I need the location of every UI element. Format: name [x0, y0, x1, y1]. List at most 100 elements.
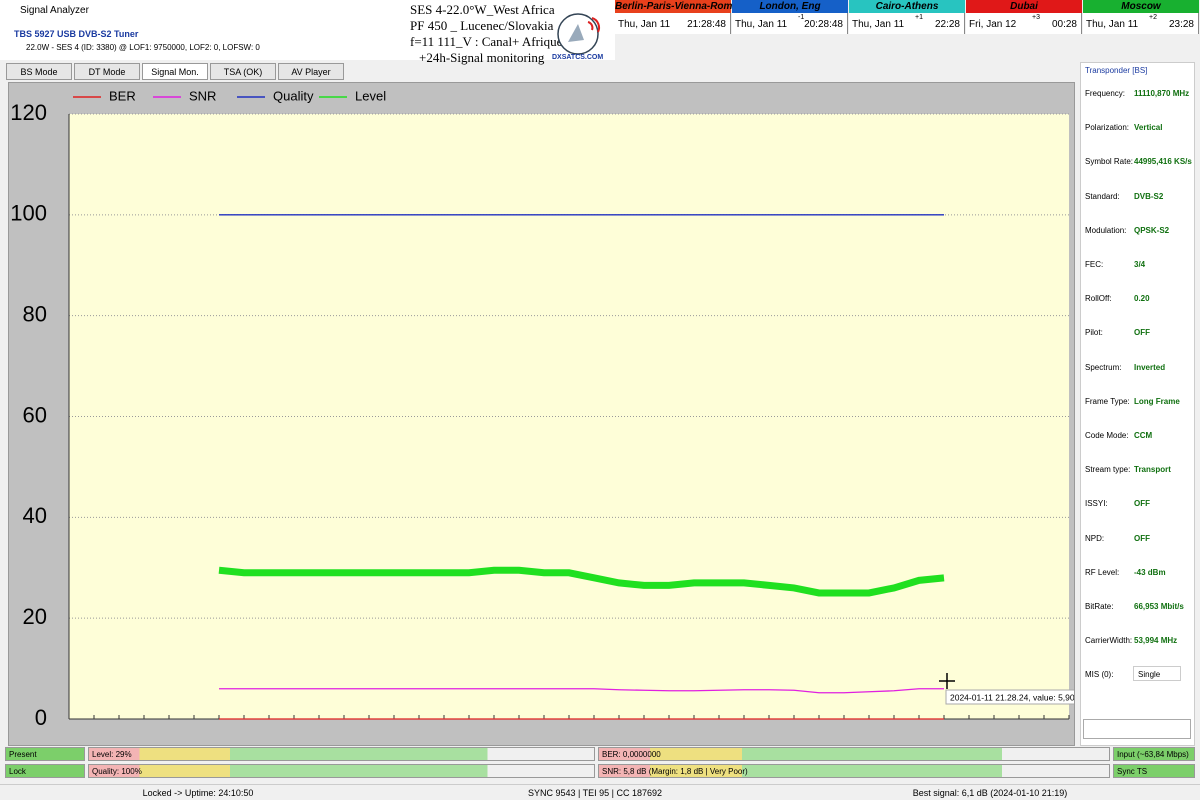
y-tick-label: 100: [10, 201, 47, 226]
tooltip-box: [945, 689, 1074, 705]
field-label: Pilot:: [1085, 328, 1103, 338]
field-value: 3/4: [1134, 260, 1146, 269]
y-tick-label: 40: [23, 503, 47, 528]
clock-time: 20:28:48: [804, 19, 843, 30]
field-value: -43 dBm: [1134, 567, 1166, 577]
field-value: Transport: [1134, 465, 1171, 475]
field-value: OFF: [1134, 533, 1150, 543]
clock: Berlin-Paris-Vienna-Roma Thu, Jan 11 21:28…: [615, 0, 738, 34]
field-value: QPSK-S2: [1134, 225, 1170, 235]
crosshair: [939, 673, 955, 689]
legend-label: SNR: [189, 88, 216, 103]
field-value: 66,953 Mbit/s: [1134, 602, 1184, 611]
footer-text: Locked -> Uptime: 24:10:50: [142, 788, 254, 798]
clock: London, Eng Thu, Jan 11 20:28:48 -1: [732, 0, 848, 34]
field-value: OFF: [1134, 499, 1150, 509]
field-label: MIS (0):: [1085, 670, 1114, 680]
y-tick-label: 0: [35, 705, 47, 730]
clock-day: Thu, Jan 11: [852, 19, 905, 30]
panel-title: Transponder [BS]: [1085, 66, 1148, 75]
transponder-panel: Transponder [BS] Frequency: 11110,870 MHz P…: [1080, 62, 1195, 746]
y-tick-label: 120: [10, 100, 47, 125]
overlay-line: +24h-Signal monitoring: [419, 50, 545, 65]
field-label: Spectrum:: [1085, 362, 1122, 372]
tab[interactable]: DT Mode: [74, 63, 140, 80]
legend-label: Level: [355, 88, 386, 103]
chart-panel: 0 20 40 60 80 100 120 BER SNR Quality Level 2024-01…: [8, 82, 1075, 746]
clock-city: Cairo-Athens: [849, 0, 965, 13]
field-label: Modulation:: [1085, 225, 1127, 235]
field-value: 44995,416 KS/s: [1134, 157, 1192, 167]
field-value: OFF: [1134, 328, 1150, 338]
field-label: Frame Type:: [1085, 396, 1130, 406]
field-value: DVB-S2: [1134, 191, 1164, 201]
clock-offset: +2: [1149, 14, 1157, 21]
status-indicator: Input (~63,84 Mbps): [1113, 747, 1195, 761]
clock: Moscow Thu, Jan 11 23:28 +2: [1083, 0, 1199, 34]
series-line: [218, 566, 945, 597]
field-label: RollOff:: [1085, 294, 1112, 304]
overlay-line: PF 450 _ Lucenec/Slovakia: [410, 18, 554, 33]
field-label: FEC:: [1085, 260, 1104, 269]
clock-time: 21:28:48: [687, 19, 726, 30]
status-meter: Level: 29%: [88, 747, 595, 761]
window-title: Signal Analyzer: [20, 5, 89, 16]
field-label: Stream type:: [1085, 465, 1131, 475]
clock-time: 23:28: [1168, 19, 1194, 30]
field-label: Standard:: [1085, 191, 1120, 201]
chart: 0 20 40 60 80 100 120 BER SNR Quality Level 2024-01…: [10, 88, 1074, 730]
clock-day: Thu, Jan 11: [618, 19, 671, 30]
clock-city: London, Eng: [732, 0, 848, 13]
clock-city: Moscow: [1083, 0, 1199, 13]
tooltip-text: 2024-01-11 21.28.24, value: 5,9000000953…: [950, 692, 1074, 702]
clock-day: Thu, Jan 11: [735, 19, 788, 30]
legend-label: BER: [109, 88, 136, 103]
clock-offset: +3: [1032, 14, 1040, 21]
field-label: ISSYI:: [1085, 499, 1108, 509]
world-clocks: Berlin-Paris-Vienna-Roma Thu, Jan 11 21:28…: [615, 0, 1200, 34]
field-label: Frequency:: [1085, 89, 1126, 98]
clock-offset: -1: [798, 14, 805, 21]
logo-graphic: [557, 13, 601, 55]
field-label: CarrierWidth:: [1085, 636, 1133, 646]
y-tick-label: 60: [23, 402, 47, 427]
clock-day: Fri, Jan 12: [969, 19, 1017, 30]
clock-time: 00:28: [1051, 19, 1077, 30]
y-tick-label: 80: [23, 301, 47, 326]
status-indicator: Present: [5, 747, 85, 761]
title-bar: Signal Analyzer: [0, 0, 615, 22]
field-value: CCM: [1134, 431, 1153, 440]
status-meter: Quality: 100%: [88, 764, 595, 778]
field-label: NPD:: [1085, 533, 1105, 543]
dropdown[interactable]: Single: [1133, 666, 1181, 682]
tab[interactable]: BS Mode: [6, 63, 72, 80]
status-meter: BER: 0,0000000: [598, 747, 1110, 761]
clock-city: Dubai: [966, 0, 1082, 13]
tab[interactable]: AV Player: [278, 63, 344, 80]
field-label: Code Mode:: [1085, 431, 1129, 440]
logo: DXSATCS.COM: [552, 12, 608, 64]
status-bars: Present Level: 29% BER: 0,0000000 Input (~6…: [0, 747, 1200, 783]
field-value: 0.20: [1134, 294, 1150, 304]
legend-label: Quality: [273, 88, 314, 103]
clock-offset: +1: [915, 14, 923, 21]
tab-bar: BS Mode DT Mode Signal Mon. TSA (OK) AV Play…: [0, 62, 360, 82]
clock-city: Berlin-Paris-Vienna-Roma: [615, 0, 738, 13]
overlay-line: f=11 111_V : Canal+ Afrique: [410, 34, 563, 49]
tab[interactable]: Signal Mon.: [142, 63, 208, 80]
clock-day: Thu, Jan 11: [1086, 19, 1139, 30]
footer-text: Best signal: 6,1 dB (2024-01-10 21:19): [912, 788, 1068, 798]
field-value: Long Frame: [1134, 396, 1180, 406]
field-value: 53,994 MHz: [1134, 636, 1178, 646]
tab[interactable]: TSA (OK): [210, 63, 276, 80]
field-label: Symbol Rate:: [1085, 157, 1134, 167]
device-name: TBS 5927 USB DVB-S2 Tuner: [14, 29, 139, 39]
field-value: Vertical: [1134, 123, 1163, 133]
panel-button[interactable]: [1083, 719, 1191, 739]
overlay-text: SES 4-22.0°W_West Africa PF 450 _ Lucenec…: [405, 2, 562, 74]
y-tick-label: 20: [23, 604, 47, 629]
overlay-line: SES 4-22.0°W_West Africa: [410, 2, 555, 17]
footer-bar: Locked -> Uptime: 24:10:50 SYNC 9543 | TE…: [0, 784, 1200, 800]
footer-text: SYNC 9543 | TEI 95 | CC 187692: [527, 788, 663, 798]
